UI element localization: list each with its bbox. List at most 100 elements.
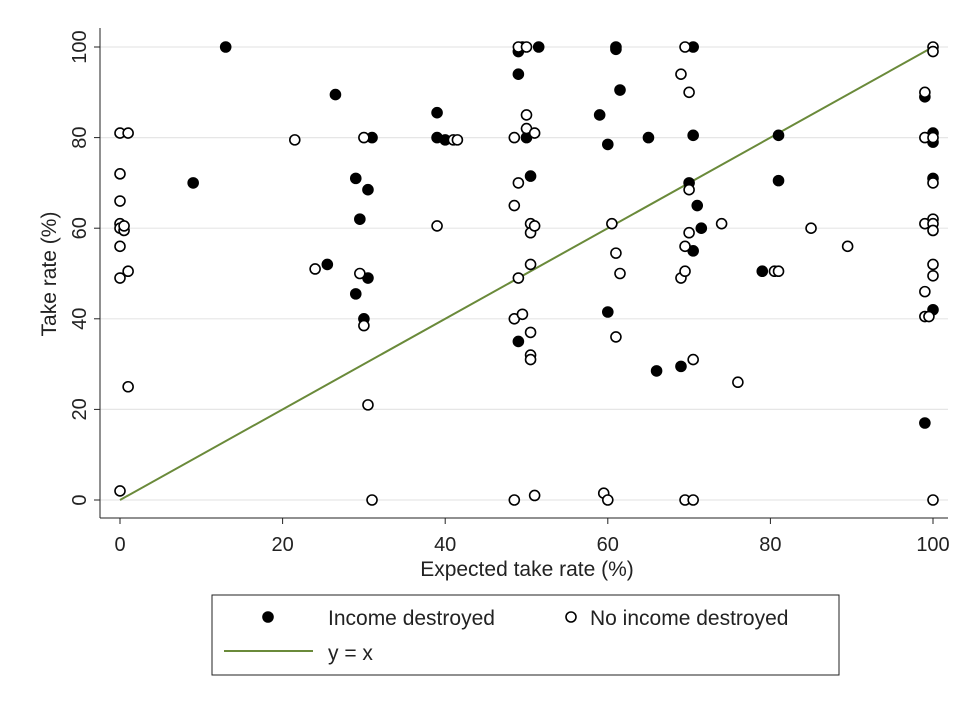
point-no-income-destroyed xyxy=(122,265,134,278)
point-no-income-destroyed xyxy=(528,127,541,139)
point-no-income-destroyed xyxy=(524,326,537,339)
point-no-income-destroyed xyxy=(601,494,614,506)
point-income-destroyed xyxy=(219,41,232,53)
y-tick-label-0: 0 xyxy=(69,494,91,505)
point-no-income-destroyed xyxy=(923,310,935,323)
point-income-destroyed xyxy=(695,222,708,234)
point-no-income-destroyed xyxy=(524,258,537,271)
point-no-income-destroyed xyxy=(927,269,939,282)
legend-hollow-marker xyxy=(565,611,577,623)
point-no-income-destroyed xyxy=(610,331,622,343)
point-no-income-destroyed xyxy=(358,131,370,144)
point-income-destroyed xyxy=(675,360,687,373)
point-no-income-destroyed xyxy=(679,41,691,53)
x-tick-label-60: 60 xyxy=(597,534,619,556)
point-no-income-destroyed xyxy=(683,86,695,99)
point-no-income-destroyed xyxy=(114,485,126,497)
point-no-income-destroyed xyxy=(431,220,443,232)
point-no-income-destroyed xyxy=(927,177,939,189)
reference-line xyxy=(119,46,934,501)
point-no-income-destroyed xyxy=(508,199,521,212)
point-income-destroyed xyxy=(687,129,699,142)
y-tick-label-20: 20 xyxy=(69,398,91,420)
y-axis-title: Take rate (%) xyxy=(38,212,61,337)
point-no-income-destroyed xyxy=(122,127,134,139)
point-income-destroyed xyxy=(532,41,545,53)
point-no-income-destroyed xyxy=(679,240,691,253)
point-no-income-destroyed xyxy=(520,109,533,121)
legend: Income destroyed No income destroyed y =… xyxy=(211,594,840,676)
point-no-income-destroyed xyxy=(927,258,939,271)
point-no-income-destroyed xyxy=(288,134,301,146)
point-income-destroyed xyxy=(772,129,785,142)
point-no-income-destroyed xyxy=(516,308,529,321)
point-income-destroyed xyxy=(187,177,199,189)
point-no-income-destroyed xyxy=(354,267,366,280)
y-tick-label-60: 60 xyxy=(69,217,91,239)
point-no-income-destroyed xyxy=(451,134,464,146)
legend-label-income-destroyed: Income destroyed xyxy=(328,607,495,630)
point-income-destroyed xyxy=(354,213,366,225)
point-no-income-destroyed xyxy=(687,494,699,506)
y-tick-label-80: 80 xyxy=(69,126,91,148)
point-income-destroyed xyxy=(431,106,443,119)
point-no-income-destroyed xyxy=(919,86,931,99)
point-no-income-destroyed xyxy=(927,494,939,506)
point-no-income-destroyed xyxy=(508,131,521,144)
point-income-destroyed xyxy=(349,288,362,300)
x-tick-label-100: 100 xyxy=(916,534,949,556)
point-no-income-destroyed xyxy=(679,265,691,278)
point-no-income-destroyed xyxy=(610,247,622,259)
point-income-destroyed xyxy=(524,170,537,182)
point-no-income-destroyed xyxy=(528,489,541,502)
point-no-income-destroyed xyxy=(114,195,126,207)
point-no-income-destroyed xyxy=(362,399,374,411)
point-no-income-destroyed xyxy=(675,68,687,80)
point-income-destroyed xyxy=(362,183,374,196)
x-axis-title: Expected take rate (%) xyxy=(420,558,634,581)
point-no-income-destroyed xyxy=(512,177,525,189)
point-income-destroyed xyxy=(756,265,769,278)
point-income-destroyed xyxy=(601,306,614,318)
point-income-destroyed xyxy=(593,109,606,121)
legend-label-y-equals-x: y = x xyxy=(328,642,373,665)
tick-labels: 0 20 40 60 80 100 0 20 40 60 80 100 xyxy=(69,30,950,556)
point-no-income-destroyed xyxy=(805,222,817,234)
point-no-income-destroyed xyxy=(309,263,321,275)
point-income-destroyed xyxy=(772,174,785,187)
point-no-income-destroyed xyxy=(683,226,695,239)
point-no-income-destroyed xyxy=(114,240,126,253)
point-no-income-destroyed xyxy=(927,45,939,58)
y-tick-label-40: 40 xyxy=(69,308,91,330)
point-income-destroyed xyxy=(610,41,622,53)
point-no-income-destroyed xyxy=(683,183,695,196)
x-tick-label-0: 0 xyxy=(114,534,125,556)
point-no-income-destroyed xyxy=(772,265,785,278)
point-no-income-destroyed xyxy=(122,380,134,393)
point-income-destroyed xyxy=(349,172,362,185)
legend-filled-marker xyxy=(262,611,274,623)
legend-label-no-income-destroyed: No income destroyed xyxy=(590,607,788,630)
y-equals-x-line xyxy=(119,46,934,501)
point-no-income-destroyed xyxy=(687,353,699,366)
point-no-income-destroyed xyxy=(841,240,854,253)
point-no-income-destroyed xyxy=(520,41,533,53)
point-income-destroyed xyxy=(650,365,663,377)
point-income-destroyed xyxy=(512,335,525,348)
data-points xyxy=(114,41,939,506)
point-no-income-destroyed xyxy=(927,224,939,237)
point-no-income-destroyed xyxy=(732,376,744,389)
point-income-destroyed xyxy=(691,199,704,212)
point-no-income-destroyed xyxy=(508,494,521,506)
x-tick-label-20: 20 xyxy=(271,534,293,556)
point-income-destroyed xyxy=(512,68,525,80)
axes xyxy=(94,28,948,524)
point-no-income-destroyed xyxy=(528,220,541,232)
point-no-income-destroyed xyxy=(715,217,728,230)
point-no-income-destroyed xyxy=(114,272,126,284)
point-no-income-destroyed xyxy=(114,168,126,180)
legend-box xyxy=(211,594,840,676)
point-no-income-destroyed xyxy=(927,131,939,144)
point-income-destroyed xyxy=(329,88,342,101)
